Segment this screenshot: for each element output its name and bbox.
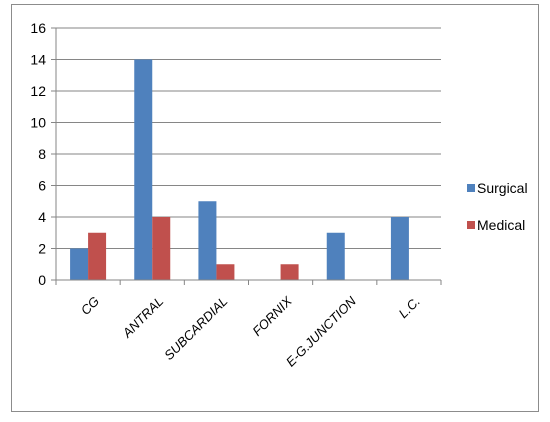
- legend-swatch-medical: [467, 221, 475, 229]
- x-category-label: CG: [78, 294, 102, 318]
- y-tick-label: 14: [30, 52, 46, 68]
- bar-surgical-e-g-junction: [326, 232, 345, 280]
- bars: [70, 59, 409, 280]
- bar-surgical-l-c-: [390, 217, 409, 280]
- bar-medical-subcardial: [216, 264, 235, 280]
- bar-medical-fornix: [280, 264, 299, 280]
- legend-label-surgical: Surgical: [477, 180, 528, 196]
- axes: [51, 27, 442, 285]
- chart-frame: [11, 4, 539, 412]
- bar-surgical-cg: [70, 248, 89, 280]
- legend-swatch-surgical: [467, 184, 475, 192]
- bar-surgical-antral: [134, 59, 153, 280]
- x-category-label: L.C.: [396, 294, 423, 321]
- x-category-label: SUBCARDIAL: [161, 294, 230, 363]
- y-tick-label: 8: [38, 146, 46, 162]
- y-tick-labels: 0 2 4 6 8 10 12 14 16: [30, 20, 46, 288]
- y-tick-label: 12: [30, 83, 46, 99]
- bar-surgical-subcardial: [198, 201, 217, 280]
- y-tick-label: 2: [38, 241, 46, 257]
- y-tick-label: 6: [38, 178, 46, 194]
- y-tick-label: 0: [38, 272, 46, 288]
- bar-medical-cg: [88, 232, 107, 280]
- legend-label-medical: Medical: [477, 217, 525, 233]
- bar-medical-antral: [152, 217, 171, 280]
- y-tick-label: 4: [38, 209, 46, 225]
- gridlines: [56, 27, 441, 249]
- x-category-label: E-G.JUNCTION: [283, 293, 359, 369]
- x-category-label: FORNIX: [249, 293, 295, 339]
- legend: Surgical Medical: [467, 180, 528, 233]
- y-tick-label: 16: [30, 20, 46, 36]
- x-category-label: ANTRAL: [119, 294, 167, 342]
- y-tick-label: 10: [30, 115, 46, 131]
